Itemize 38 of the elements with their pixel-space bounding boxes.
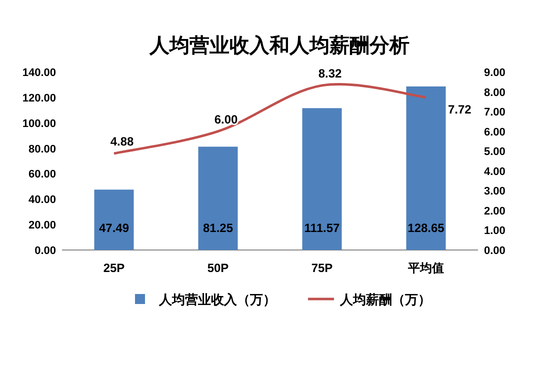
- chart-title: 人均营业收入和人均薪酬分析: [148, 34, 410, 57]
- data-label: 6.00: [214, 112, 238, 126]
- y-tick-label: 20.00: [28, 220, 56, 232]
- bar: [302, 108, 342, 250]
- y2-tick-label: 9.00: [484, 67, 506, 79]
- x-tick-label: 50P: [207, 261, 229, 275]
- bar: [406, 86, 446, 250]
- y2-tick-label: 3.00: [484, 186, 506, 198]
- y2-tick-label: 8.00: [484, 86, 506, 99]
- x-tick-label: 75P: [311, 261, 333, 275]
- bar: [198, 146, 238, 250]
- y-tick-label: 0.00: [34, 245, 56, 257]
- x-tick-label: 平均值: [407, 261, 444, 275]
- legend-label: 人均营业收入（万）: [158, 292, 276, 307]
- y2-tick-label: 0.00: [484, 245, 506, 257]
- y-tick-label: 60.00: [28, 168, 56, 181]
- data-label: 8.32: [318, 66, 342, 80]
- y-tick-label: 80.00: [28, 143, 56, 156]
- legend-label: 人均薪酬（万）: [339, 292, 431, 307]
- bar: [94, 190, 134, 250]
- y2-tick-label: 5.00: [484, 146, 506, 158]
- data-label: 4.88: [110, 134, 134, 148]
- data-label: 128.65: [408, 221, 445, 235]
- y-tick-label: 140.00: [22, 67, 56, 79]
- y2-tick-label: 2.00: [484, 205, 506, 218]
- y2-tick-label: 4.00: [484, 166, 506, 178]
- data-label: 81.25: [202, 221, 234, 235]
- y-tick-label: 100.00: [22, 118, 56, 130]
- data-label: 111.57: [304, 221, 340, 235]
- y2-tick-label: 7.00: [484, 106, 506, 119]
- line-series: [112, 83, 428, 155]
- y2-tick-label: 1.00: [484, 225, 506, 238]
- data-label: 47.49: [98, 221, 130, 235]
- data-label: 7.72: [448, 102, 472, 116]
- x-tick-label: 25P: [103, 261, 125, 275]
- y2-tick-label: 6.00: [484, 126, 506, 138]
- y-tick-label: 120.00: [22, 92, 56, 104]
- y-tick-label: 40.00: [28, 194, 56, 206]
